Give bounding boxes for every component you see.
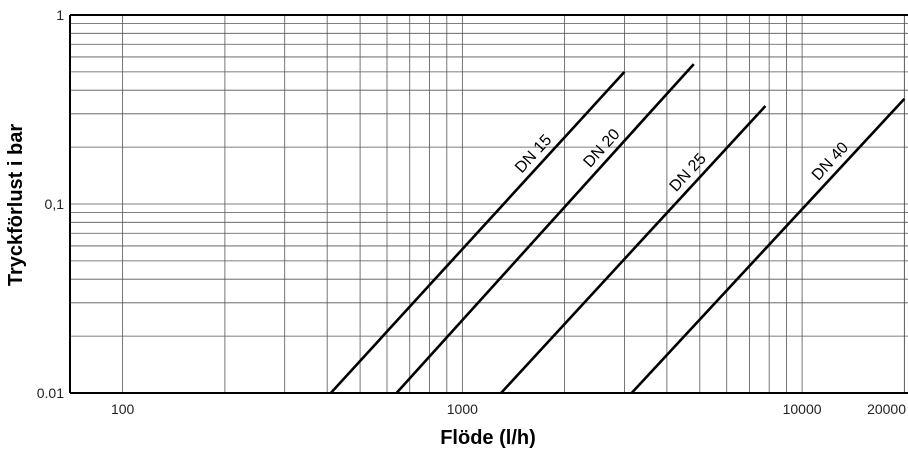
series-lines [329, 63, 906, 394]
x-tick-label: 10000 [783, 401, 822, 417]
x-axis-title: Flöde (l/h) [440, 427, 536, 449]
x-tick-label: 100 [111, 401, 135, 417]
series-line-dn-40 [630, 97, 906, 394]
x-tick-label: 1000 [447, 401, 478, 417]
x-tick-label: 20000 [867, 401, 906, 417]
plot-frame [69, 14, 908, 394]
y-tick-label: 1 [56, 7, 64, 23]
x-tick-labels: 100 1000 10000 20000 [111, 401, 906, 417]
series-line-dn-15 [329, 71, 626, 394]
y-tick-labels: 1 0,1 0.01 [37, 7, 64, 401]
series-line-dn-25 [500, 105, 767, 394]
grid [70, 15, 908, 394]
y-tick-label: 0,1 [45, 196, 65, 212]
y-tick-label: 0.01 [37, 385, 64, 401]
y-axis-title: Tryckförlust i bar [5, 124, 27, 286]
series-line-dn-20 [395, 63, 695, 394]
